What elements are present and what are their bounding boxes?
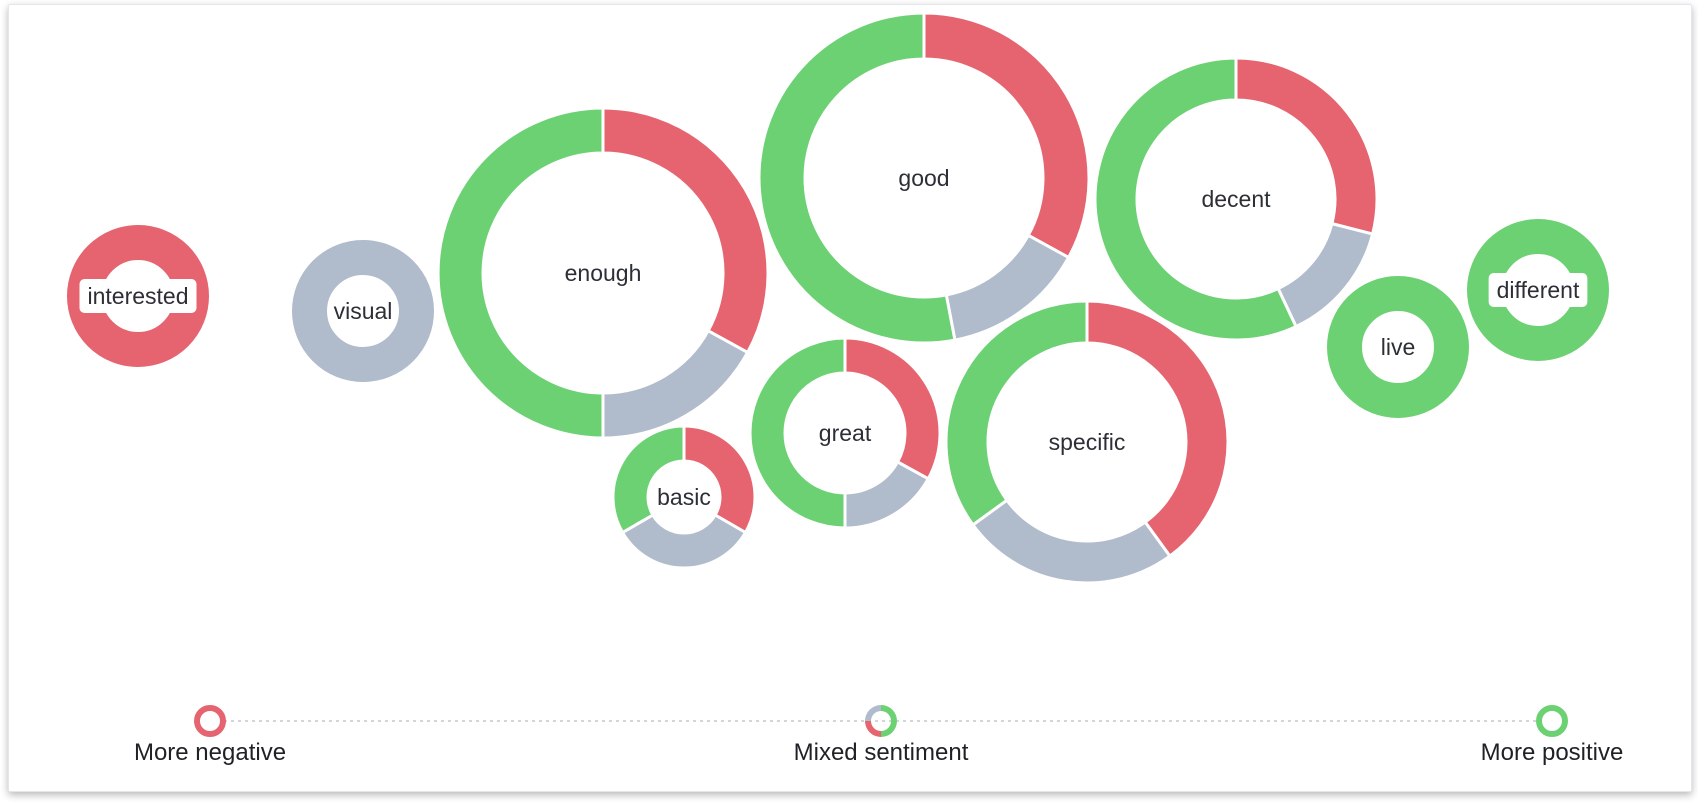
bubble-different[interactable]: different [1467, 219, 1609, 361]
legend-positive-label: More positive [1481, 739, 1624, 766]
bubble-great[interactable]: great [748, 336, 942, 530]
bubble-label: good [898, 165, 949, 191]
bubble-enough-neutral-segment [601, 328, 750, 440]
bubble-good-negative-segment [922, 11, 1091, 260]
legend-negative-label: More negative [134, 739, 286, 766]
bubble-label: live [1381, 334, 1416, 360]
bubble-great-positive-segment [748, 336, 847, 530]
bubble-label-pill [79, 279, 197, 313]
bubble-live-positive-segment [1327, 276, 1469, 418]
bubble-label: enough [565, 260, 642, 286]
bubble-good[interactable]: good [757, 11, 1091, 345]
legend-positive-marker [1536, 705, 1568, 737]
bubble-basic-negative-segment [682, 424, 757, 535]
bubble-visual-neutral-segment [292, 240, 434, 382]
bubble-enough-negative-segment [601, 106, 770, 355]
bubble-label: different [1497, 277, 1580, 303]
sentiment-legend: More negative Mixed sentiment More posit… [134, 705, 1623, 766]
legend-mixed-positive-arc [881, 705, 897, 721]
bubble-specific-positive-segment [944, 299, 1089, 527]
bubble-enough-positive-segment [436, 106, 605, 440]
bubble-basic-neutral-segment [620, 512, 748, 570]
bubble-decent[interactable]: decent [1093, 56, 1379, 342]
bubble-basic-positive-segment [611, 424, 686, 535]
bubble-decent-positive-segment [1093, 56, 1299, 342]
bubble-live[interactable]: live [1327, 276, 1469, 418]
bubble-good-positive-segment [757, 11, 957, 345]
bubbles-layer: interested visual enough basic good great spec… [67, 11, 1609, 585]
legend-negative-marker [194, 705, 226, 737]
bubble-great-neutral-segment [843, 459, 931, 530]
bubble-label-pill [1488, 273, 1588, 307]
bubble-specific-negative-segment [1085, 299, 1230, 559]
bubble-great-negative-segment [843, 336, 942, 481]
bubble-label: specific [1049, 429, 1126, 455]
bubble-basic[interactable]: basic [611, 424, 757, 570]
bubble-interested[interactable]: interested [67, 225, 209, 367]
bubble-specific[interactable]: specific [944, 299, 1230, 585]
legend-mixed-marker [865, 705, 897, 737]
bubble-visual[interactable]: visual [292, 240, 434, 382]
bubble-label: interested [87, 283, 188, 309]
bubble-label: visual [334, 298, 393, 324]
bubble-label: great [819, 420, 872, 446]
legend-mixed-neutral-arc [865, 705, 881, 721]
legend-mixed-positive-arc-2 [881, 721, 897, 737]
bubble-label: basic [657, 484, 711, 510]
legend-mixed-label: Mixed sentiment [794, 739, 969, 766]
bubble-enough[interactable]: enough [436, 106, 770, 440]
bubble-specific-neutral-segment [970, 498, 1172, 585]
legend-mixed-negative-arc [865, 721, 881, 737]
bubble-different-positive-segment [1467, 219, 1609, 361]
bubble-label: decent [1201, 186, 1271, 212]
